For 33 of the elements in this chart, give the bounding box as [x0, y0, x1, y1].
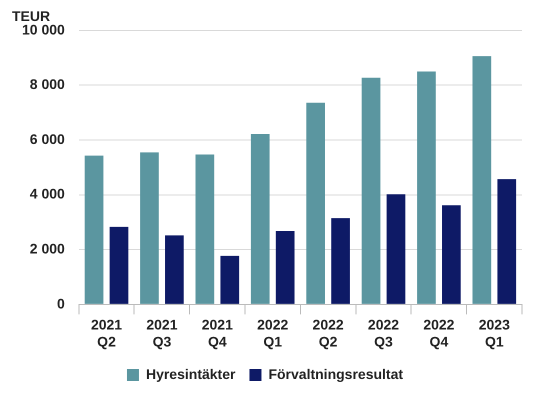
y-tick-label: 4 000	[30, 186, 66, 202]
y-tick-label: 10 000	[22, 21, 66, 38]
x-tick-label: 2022 Q1	[257, 316, 288, 350]
x-tick-label: 2022 Q4	[423, 316, 455, 350]
x-tick-label: 2023 Q1	[478, 316, 510, 350]
bar	[220, 256, 240, 304]
bar	[497, 179, 516, 304]
bar	[362, 78, 380, 304]
x-tick-label: 2021 Q2	[90, 316, 122, 350]
bar	[417, 72, 436, 304]
bar	[196, 154, 214, 304]
bar	[140, 152, 159, 304]
bar	[250, 134, 270, 304]
y-tick-label: 6 000	[30, 130, 66, 147]
x-tick-label: 2022 Q3	[368, 316, 400, 350]
bar	[306, 102, 325, 304]
bar	[276, 230, 295, 304]
y-tick-label: 8 000	[30, 76, 66, 92]
bar	[472, 56, 492, 304]
bar	[331, 218, 350, 304]
bar	[386, 194, 406, 304]
x-tick-label: 2021 Q3	[146, 316, 178, 350]
bar	[442, 205, 461, 304]
legend-label: Hyresintäkter	[146, 366, 236, 382]
bar	[84, 156, 104, 304]
bar	[110, 226, 128, 304]
legend-label: Förvaltningsresultat	[268, 366, 404, 382]
x-tick-label: 2022 Q2	[312, 316, 344, 350]
x-tick-label: 2021 Q4	[202, 316, 234, 350]
y-tick-label: 0	[57, 295, 66, 312]
bar	[165, 235, 184, 304]
y-tick-label: 2 000	[30, 240, 66, 256]
y-axis-title: TEUR	[12, 8, 50, 24]
